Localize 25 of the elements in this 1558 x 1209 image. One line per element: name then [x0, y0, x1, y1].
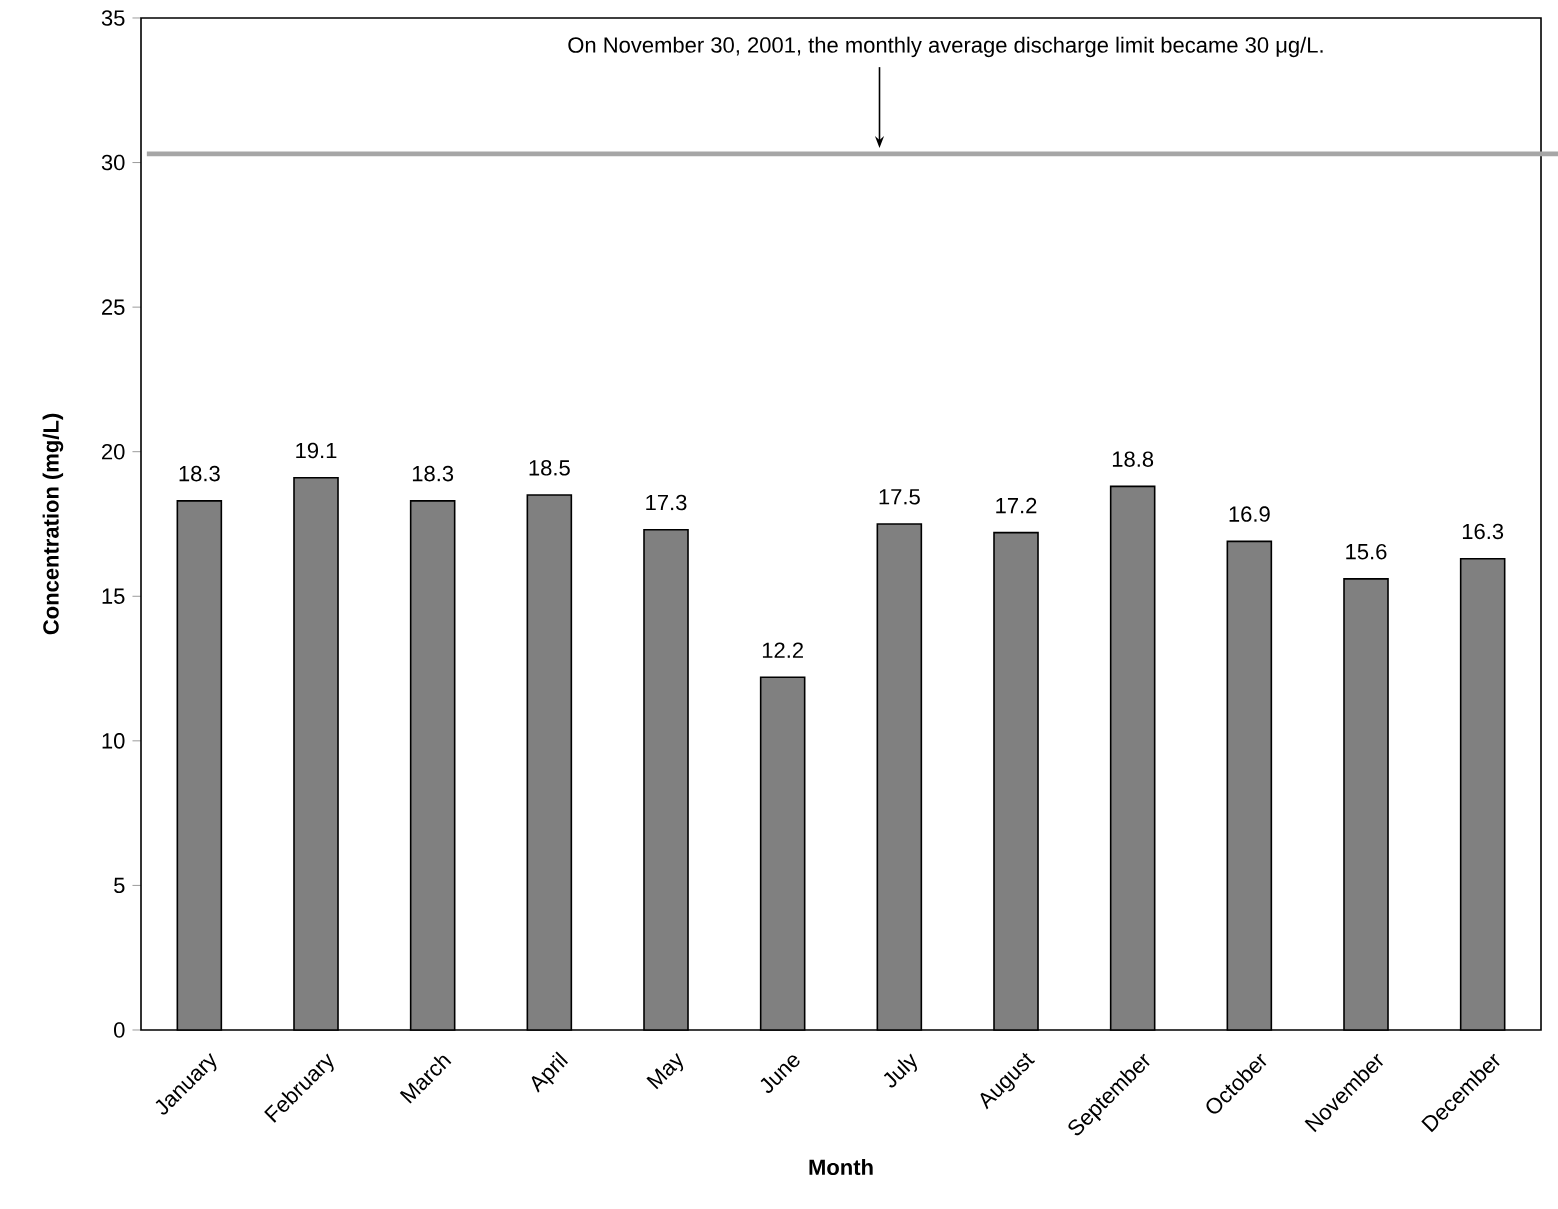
data-label: 19.1 [296, 442, 337, 459]
data-label: 18.5 [529, 460, 570, 476]
data-label: 18.3 [179, 465, 220, 482]
x-tick-label: July [883, 1053, 917, 1088]
data-label: 18.8 [1112, 451, 1154, 467]
data-label: 17.2 [996, 497, 1037, 514]
x-axis-title: Month [809, 1158, 873, 1176]
y-tick-label: 0 [114, 1022, 125, 1038]
y-tick-label: 30 [101, 154, 125, 171]
data-label: 15.6 [1346, 543, 1387, 560]
y-tick-label: 5 [114, 877, 125, 894]
data-label: 18.3 [412, 465, 454, 482]
x-tick-label: May [646, 1052, 684, 1090]
y-tick-label: 15 [102, 588, 125, 604]
data-label: 12.2 [762, 642, 803, 658]
data-label: 16.9 [1229, 506, 1270, 522]
y-tick-label: 20 [102, 443, 125, 460]
y-tick-label: 35 [101, 10, 125, 26]
y-axis-title: Concentration (mg/L) [42, 413, 64, 635]
data-label: 17.5 [879, 489, 920, 505]
annotation: On November 30, 2001, the monthly average discharge limit became 30 μg/L. [568, 36, 1323, 58]
data-label: 16.3 [1462, 523, 1504, 540]
data-label: 17.3 [646, 494, 687, 511]
y-tick-label: 10 [102, 733, 125, 749]
y-tick-label: 25 [102, 299, 125, 315]
